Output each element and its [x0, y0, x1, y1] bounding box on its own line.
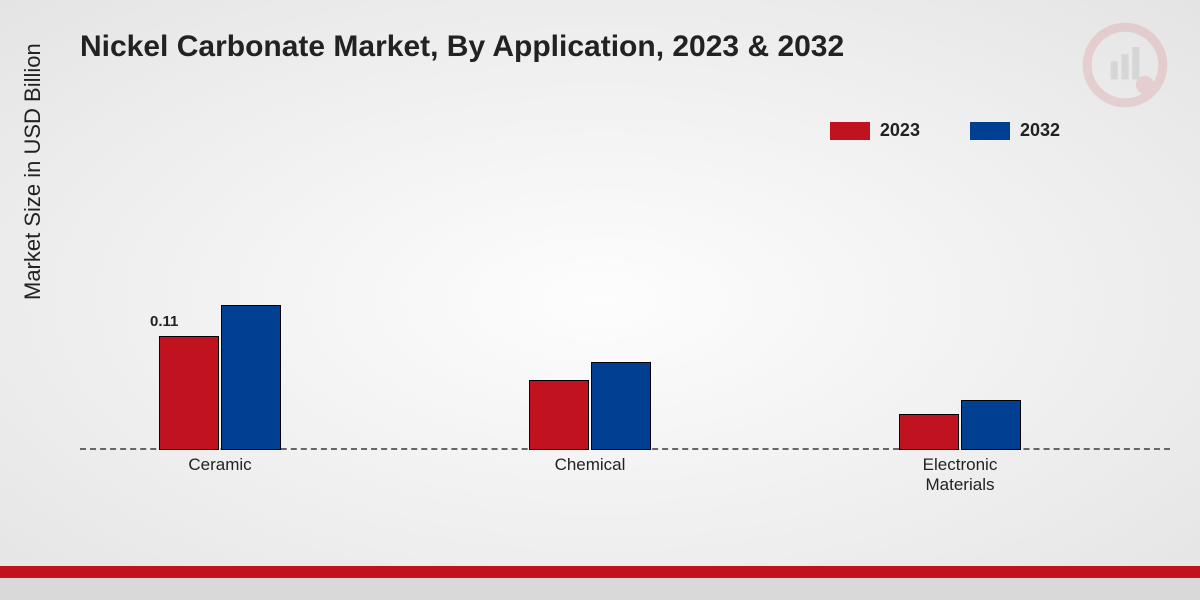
bar-chemical-2032 — [591, 362, 651, 450]
plot-area: 0.11 — [80, 160, 1170, 450]
legend: 2023 2032 — [830, 120, 1060, 141]
bar-chemical-2023 — [529, 380, 589, 450]
bar-value-label: 0.11 — [150, 313, 178, 330]
bar-electronic-2023 — [899, 414, 959, 450]
legend-item-2023: 2023 — [830, 120, 920, 141]
legend-item-2032: 2032 — [970, 120, 1060, 141]
footer-grey-band — [0, 578, 1200, 600]
bar-electronic-2032 — [961, 400, 1021, 450]
y-axis-label: Market Size in USD Billion — [20, 43, 46, 300]
x-label-chemical: Chemical — [490, 455, 690, 475]
bar-group-chemical — [490, 362, 690, 450]
legend-label-2023: 2023 — [880, 120, 920, 141]
bar-group-ceramic: 0.11 — [120, 305, 320, 450]
legend-swatch-2023 — [830, 122, 870, 140]
x-label-ceramic: Ceramic — [120, 455, 320, 475]
x-axis-labels: Ceramic Chemical ElectronicMaterials — [80, 455, 1170, 505]
bar-ceramic-2023 — [159, 336, 219, 450]
footer-red-band — [0, 566, 1200, 578]
chart-canvas: Nickel Carbonate Market, By Application,… — [0, 0, 1200, 600]
legend-label-2032: 2032 — [1020, 120, 1060, 141]
chart-title: Nickel Carbonate Market, By Application,… — [80, 30, 844, 64]
bar-ceramic-2032 — [221, 305, 281, 450]
bar-group-electronic — [860, 400, 1060, 450]
legend-swatch-2032 — [970, 122, 1010, 140]
watermark-logo-icon — [1080, 20, 1170, 110]
x-label-electronic: ElectronicMaterials — [860, 455, 1060, 496]
